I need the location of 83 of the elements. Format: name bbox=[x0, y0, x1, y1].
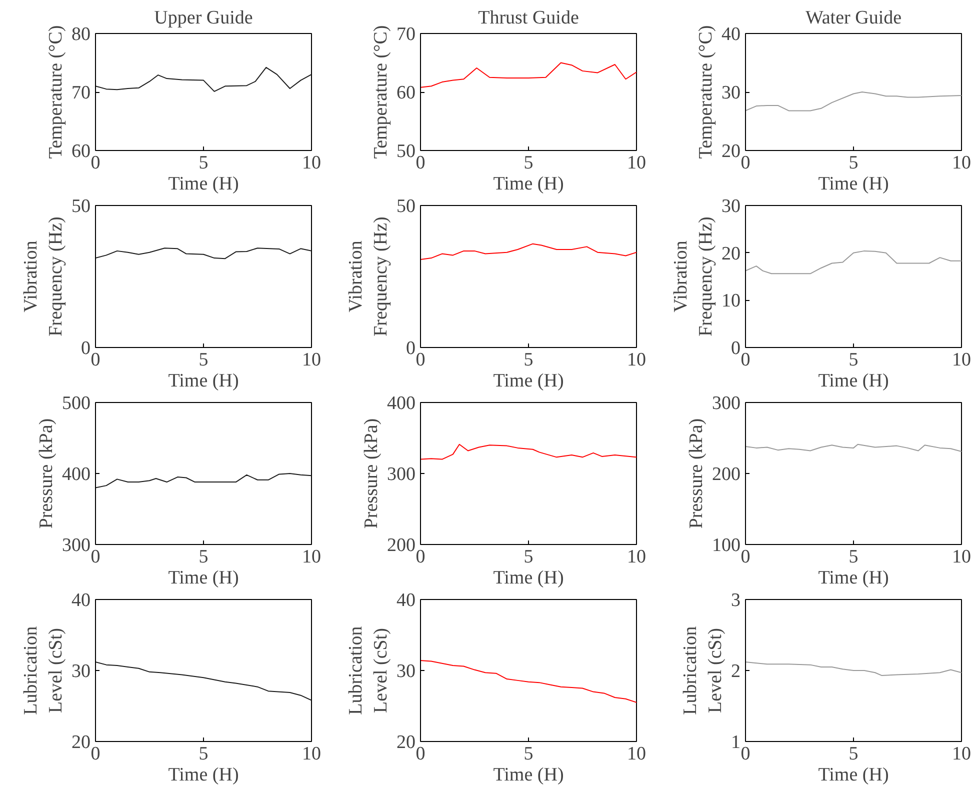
y-tick-label: 40 bbox=[396, 590, 416, 611]
y-axis-title: Lubrication Level (cSt) bbox=[20, 626, 66, 715]
y-tick-label: 30 bbox=[396, 661, 416, 682]
x-tick-label: 5 bbox=[524, 350, 534, 370]
y-axis-title: Pressure (kPa) bbox=[361, 418, 382, 529]
y-tick-label: 30 bbox=[72, 661, 90, 682]
x-tick-label: 5 bbox=[848, 350, 858, 370]
x-axis-title: Time (H) bbox=[168, 370, 239, 392]
y-axis-title: Vibration Frequency (Hz) bbox=[345, 216, 392, 336]
x-axis-title: Time (H) bbox=[818, 370, 889, 392]
x-tick-label: 5 bbox=[524, 152, 534, 174]
x-tick-label: 5 bbox=[198, 546, 208, 568]
y-axis-title: Temperature (°C) bbox=[696, 25, 716, 159]
y-tick-label: 20 bbox=[396, 732, 416, 753]
y-axis-title: Temperature (°C) bbox=[46, 25, 66, 159]
y-tick-label: 70 bbox=[396, 24, 416, 45]
y-tick-label: 30 bbox=[722, 196, 740, 217]
x-tick-label: 5 bbox=[524, 546, 534, 568]
y-tick-label: 2 bbox=[731, 661, 740, 682]
y-tick-label: 300 bbox=[62, 535, 90, 556]
y-tick-label: 80 bbox=[72, 24, 90, 45]
y-tick-label: 300 bbox=[712, 393, 740, 414]
x-tick-label: 10 bbox=[302, 152, 321, 174]
x-tick-label: 5 bbox=[198, 744, 208, 764]
y-tick-label: 3 bbox=[731, 590, 740, 611]
y-tick-label: 20 bbox=[722, 141, 740, 162]
y-tick-label: 40 bbox=[72, 590, 90, 611]
y-tick-label: 20 bbox=[722, 243, 740, 264]
x-tick-label: 10 bbox=[952, 744, 971, 764]
x-tick-label: 10 bbox=[302, 744, 321, 764]
x-tick-label: 10 bbox=[627, 546, 646, 568]
y-tick-label: 60 bbox=[396, 82, 416, 104]
y-axis-title: Pressure (kPa) bbox=[686, 418, 707, 529]
y-tick-label: 20 bbox=[72, 732, 90, 753]
x-axis-title: Time (H) bbox=[168, 568, 239, 588]
x-axis-title: Time (H) bbox=[818, 174, 889, 194]
y-axis-title: Lubrication Level (cSt) bbox=[345, 626, 392, 715]
y-tick-label: 400 bbox=[62, 464, 90, 485]
x-tick-label: 10 bbox=[952, 350, 971, 370]
chart-title: Water Guide bbox=[805, 8, 902, 28]
y-tick-label: 400 bbox=[387, 393, 416, 414]
chart-title: Upper Guide bbox=[154, 8, 253, 28]
y-tick-label: 200 bbox=[387, 535, 416, 556]
y-axis-title: Vibration Frequency (Hz) bbox=[670, 216, 716, 336]
x-axis-title: Time (H) bbox=[168, 174, 239, 194]
x-tick-label: 10 bbox=[627, 350, 646, 370]
x-tick-label: 10 bbox=[952, 546, 971, 568]
y-tick-label: 100 bbox=[712, 535, 740, 556]
y-tick-label: 50 bbox=[396, 196, 416, 217]
x-tick-label: 5 bbox=[848, 546, 858, 568]
y-axis-title: Lubrication Level (cSt) bbox=[680, 626, 726, 715]
x-tick-label: 5 bbox=[198, 350, 208, 370]
x-tick-label: 10 bbox=[627, 152, 646, 174]
y-tick-label: 200 bbox=[712, 464, 740, 485]
x-tick-label: 5 bbox=[524, 744, 534, 764]
y-tick-label: 40 bbox=[722, 24, 740, 45]
y-tick-label: 50 bbox=[396, 141, 416, 162]
y-tick-label: 30 bbox=[722, 82, 740, 104]
x-tick-label: 10 bbox=[302, 546, 321, 568]
x-axis-title: Time (H) bbox=[493, 174, 564, 194]
x-axis-title: Time (H) bbox=[818, 568, 889, 588]
y-axis-title: Vibration Frequency (Hz) bbox=[20, 216, 66, 336]
x-tick-label: 10 bbox=[302, 350, 321, 370]
x-tick-label: 10 bbox=[952, 152, 971, 174]
y-axis-title: Pressure (kPa) bbox=[36, 418, 57, 529]
x-tick-label: 5 bbox=[848, 744, 858, 764]
x-axis-title: Time (H) bbox=[168, 764, 239, 786]
y-tick-label: 70 bbox=[72, 82, 90, 104]
x-tick-label: 10 bbox=[627, 744, 646, 764]
y-tick-label: 1 bbox=[731, 732, 740, 753]
x-tick-label: 5 bbox=[198, 152, 208, 174]
y-tick-label: 50 bbox=[72, 196, 90, 217]
x-axis-title: Time (H) bbox=[493, 370, 564, 392]
chart-title: Thrust Guide bbox=[478, 8, 579, 28]
x-axis-title: Time (H) bbox=[493, 568, 564, 588]
y-tick-label: 10 bbox=[722, 290, 740, 312]
x-axis-title: Time (H) bbox=[818, 764, 889, 786]
y-tick-label: 500 bbox=[62, 393, 90, 414]
y-tick-label: 60 bbox=[72, 141, 90, 162]
y-tick-label: 300 bbox=[387, 464, 416, 485]
x-axis-title: Time (H) bbox=[493, 764, 564, 786]
y-axis-title: Temperature (°C) bbox=[370, 25, 392, 159]
x-tick-label: 5 bbox=[848, 152, 858, 174]
